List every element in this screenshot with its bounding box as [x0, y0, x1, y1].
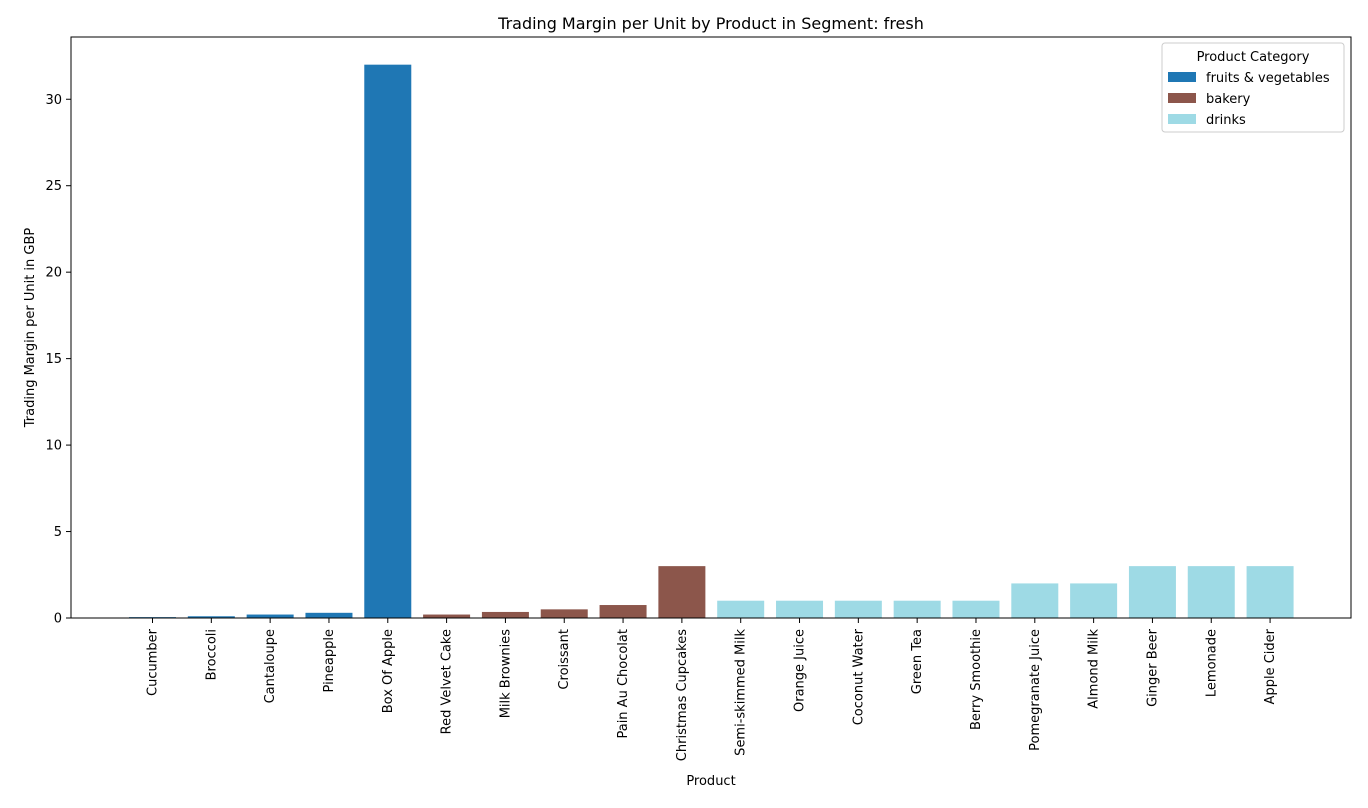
legend-swatch [1168, 93, 1196, 103]
bar [481, 611, 529, 618]
legend: Product Category fruits & vegetables bake… [1161, 42, 1345, 133]
x-tick-label: Pomegranate Juice [1028, 629, 1043, 751]
bar [305, 612, 353, 618]
x-tick-label: Red Velvet Cake [440, 629, 455, 734]
bar [893, 600, 941, 618]
y-tick-label: 30 [45, 93, 62, 108]
legend-title: Product Category [1197, 50, 1310, 65]
x-tick-label: Coconut Water [851, 628, 866, 725]
bar [1246, 566, 1294, 619]
bar [834, 600, 882, 618]
x-tick-label: Apple Cider [1263, 628, 1278, 704]
x-tick-label: Box Of Apple [381, 629, 396, 713]
x-axis-label: Product [686, 774, 735, 789]
legend-label: drinks [1206, 113, 1246, 128]
x-tick-label: Lemonade [1204, 629, 1219, 697]
legend-box [1161, 42, 1345, 133]
chart-title: Trading Margin per Unit by Product in Se… [497, 14, 924, 33]
y-tick-label: 25 [45, 179, 62, 194]
bar [1187, 566, 1235, 619]
y-tick-label: 0 [54, 612, 62, 627]
bar [423, 614, 471, 618]
plot-frame [70, 36, 1352, 619]
bar [717, 600, 765, 618]
bar [1070, 583, 1118, 618]
x-tick-label: Ginger Beer [1145, 628, 1160, 707]
bar [246, 614, 294, 618]
legend-swatch [1168, 114, 1196, 124]
x-axis: Cucumber Broccoli Cantaloupe Pineapple Box O… [146, 618, 1278, 761]
y-tick-label: 10 [45, 439, 62, 454]
x-tick-label: Cucumber [146, 628, 161, 696]
x-tick-label: Orange Juice [793, 629, 808, 712]
y-tick-label: 20 [45, 266, 62, 281]
x-tick-label: Berry Smoothie [969, 629, 984, 730]
x-tick-label: Almond Milk [1087, 629, 1102, 709]
legend-swatch [1168, 72, 1196, 82]
bar [658, 566, 706, 619]
x-tick-label: Semi-skimmed Milk [734, 629, 749, 756]
x-tick-label: Pineapple [322, 629, 337, 692]
bar [1011, 583, 1059, 618]
bar [364, 64, 412, 619]
bar [1128, 566, 1176, 619]
legend-label: fruits & vegetables [1206, 71, 1330, 86]
bar [540, 609, 588, 618]
x-tick-label: Cantaloupe [263, 629, 278, 703]
bar [776, 600, 824, 618]
y-tick-label: 5 [54, 525, 62, 540]
x-tick-label: Christmas Cupcakes [675, 629, 690, 761]
bar [187, 616, 235, 618]
bars-group [129, 64, 1294, 619]
y-tick-label: 15 [45, 352, 62, 367]
x-tick-label: Croissant [557, 629, 572, 690]
x-tick-label: Pain Au Chocolat [616, 629, 631, 739]
x-tick-label: Broccoli [204, 629, 219, 680]
bar [952, 600, 1000, 618]
x-tick-label: Milk Brownies [498, 629, 513, 719]
legend-label: bakery [1206, 92, 1251, 107]
x-tick-label: Green Tea [910, 629, 925, 694]
y-axis: 0 5 10 15 20 25 30 [45, 93, 71, 627]
bar [599, 605, 647, 618]
y-axis-label: Trading Margin per Unit in GBP [23, 228, 38, 429]
